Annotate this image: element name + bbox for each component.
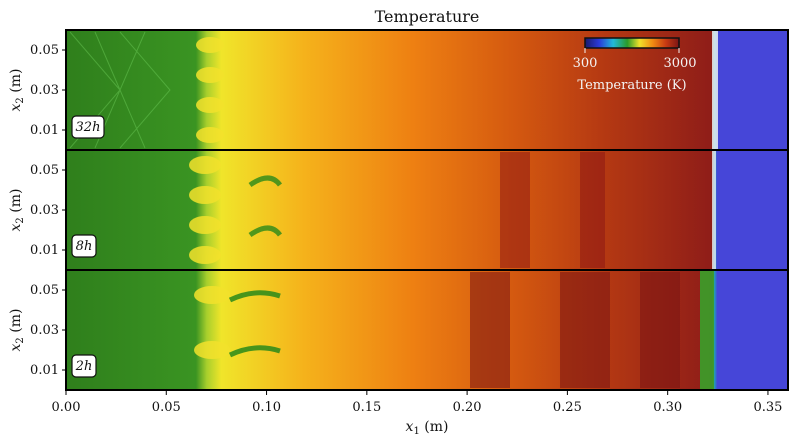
- y-axis-title-2h: x2 (m): [8, 309, 26, 352]
- y-axis-titles: x2 (m) x2 (m) x2 (m): [8, 69, 26, 352]
- field-8h: [66, 150, 788, 270]
- panel-label-2h: 2h: [75, 359, 93, 374]
- y-tick-label: 0.01: [30, 243, 59, 258]
- x-axis: 0.00 0.05 0.10 0.15 0.20 0.25 0.30 0.35: [52, 390, 782, 415]
- shock-front-32h: [712, 30, 718, 150]
- panel-label-8h: 8h: [76, 239, 93, 254]
- panel-2h: [66, 270, 788, 390]
- x-tick-label: 0.20: [453, 400, 482, 415]
- y-tick-label: 0.05: [30, 43, 59, 58]
- chart-title: Temperature: [375, 7, 480, 26]
- shock-front-8h: [712, 150, 716, 270]
- panel-32h: 300 3000 Temperature (K): [66, 30, 788, 150]
- x-tick-label: 0.30: [653, 400, 682, 415]
- x-tick-label: 0.00: [52, 400, 81, 415]
- y-tick-label: 0.03: [30, 83, 59, 98]
- shock-front-2h: [700, 270, 714, 390]
- colorbar: 300 3000 Temperature (K): [573, 37, 697, 93]
- colorbar-max-label: 3000: [663, 56, 696, 71]
- y-tick-label: 0.05: [30, 283, 59, 298]
- y-tick-label: 0.03: [30, 323, 59, 338]
- y-tick-label: 0.01: [30, 363, 59, 378]
- panel-label-32h: 32h: [76, 120, 101, 135]
- x-tick-label: 0.10: [252, 400, 281, 415]
- x-tick-label: 0.15: [352, 400, 381, 415]
- flame-fingers-2h: [194, 286, 230, 359]
- panel-8h: [66, 150, 788, 270]
- y-axis-title-32h: x2 (m): [8, 69, 26, 112]
- x-tick-label: 0.25: [553, 400, 582, 415]
- flame-fingers-8h: [189, 156, 221, 264]
- y-tick-label: 0.03: [30, 203, 59, 218]
- hot-pockets-2h: [470, 272, 680, 388]
- colorbar-min-label: 300: [573, 56, 598, 71]
- shock-cells-32h: [69, 31, 171, 149]
- x-axis-title: x1 (m): [406, 419, 449, 437]
- y-axis-title-8h: x2 (m): [8, 189, 26, 232]
- y-tick-label: 0.01: [30, 123, 59, 138]
- field-32h: [66, 30, 788, 150]
- x-tick-label: 0.35: [753, 400, 782, 415]
- vortex-rollups-8h: [248, 175, 283, 238]
- flame-fingers-32h: [196, 37, 224, 143]
- resolution-labels: 32h 8h 2h: [71, 115, 105, 378]
- hot-pockets-8h: [500, 152, 605, 268]
- colorbar-title: Temperature (K): [577, 78, 686, 93]
- y-tick-label: 0.05: [30, 163, 59, 178]
- vortex-rollups-2h: [228, 290, 281, 358]
- x-tick-label: 0.05: [152, 400, 181, 415]
- y-axes: 0.01 0.03 0.05 0.01 0.03 0.05 0.01 0.03 0.05: [30, 43, 66, 378]
